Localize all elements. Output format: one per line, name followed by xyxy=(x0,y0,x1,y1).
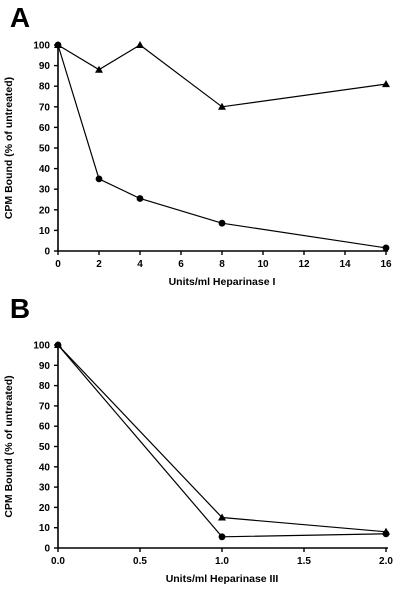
panel-a: A 0 10 20 30 40 50 60 70 80 90 100 0 2 4 6 8 10 12 14 16 Unit… xyxy=(3,2,392,288)
triangle-marker xyxy=(136,41,144,48)
y-tick-label: 30 xyxy=(39,185,51,196)
y-tick-label: 20 xyxy=(39,503,51,514)
x-tick-label: 14 xyxy=(339,259,351,270)
y-tick-label: 20 xyxy=(39,205,51,216)
circle-marker xyxy=(218,533,226,541)
x-tick-label: 2.0 xyxy=(379,556,393,567)
y-tick-label: 60 xyxy=(39,422,51,433)
series-line-circle xyxy=(57,44,387,249)
triangle-marker xyxy=(218,513,226,521)
x-tick-label: 0.5 xyxy=(133,556,147,567)
x-tick-label: 0.0 xyxy=(51,556,65,567)
series-line-triangle xyxy=(57,44,387,108)
x-tick-label: 16 xyxy=(380,259,392,270)
circle-marker xyxy=(218,219,226,227)
triangle-marker xyxy=(95,65,103,73)
y-tick-label: 100 xyxy=(33,41,50,52)
y-tick-label: 70 xyxy=(39,401,51,412)
circle-marker xyxy=(382,530,390,538)
y-tick-label: 80 xyxy=(39,381,51,392)
panel-letter: B xyxy=(10,293,30,324)
x-tick-label: 6 xyxy=(178,259,184,270)
y-tick-label: 60 xyxy=(39,123,51,134)
panel-b: B 0 10 20 30 40 50 60 70 80 90 100 0.0 0.5 1.0 1.5 2.0 Un… xyxy=(3,293,393,585)
y-tick-label: 90 xyxy=(39,61,51,72)
series-line-triangle xyxy=(57,344,387,533)
y-tick-label: 40 xyxy=(39,462,51,473)
circle-marker xyxy=(54,41,62,49)
triangle-marker xyxy=(218,102,226,110)
series-line-circle xyxy=(57,344,387,538)
x-tick-label: 8 xyxy=(219,259,225,270)
y-tick-label: 50 xyxy=(39,442,51,453)
y-tick-label: 10 xyxy=(39,523,51,534)
x-tick-label: 1.0 xyxy=(215,556,229,567)
y-tick-label: 50 xyxy=(39,144,51,155)
x-tick-label: 0 xyxy=(55,259,61,270)
y-tick-label: 40 xyxy=(39,164,51,175)
x-tick-label: 4 xyxy=(137,259,143,270)
x-tick-label: 12 xyxy=(298,259,310,270)
y-tick-label: 80 xyxy=(39,82,51,93)
triangle-marker xyxy=(382,80,390,88)
x-tick-label: 10 xyxy=(257,259,269,270)
x-tick-label: 2 xyxy=(96,259,102,270)
y-tick-label: 10 xyxy=(39,226,51,237)
circle-marker xyxy=(382,244,390,252)
x-axis-title: Units/ml Heparinase III xyxy=(166,573,279,585)
circle-marker xyxy=(54,341,62,349)
circle-marker xyxy=(95,175,103,183)
y-axis-title: CPM Bound (% of untreated) xyxy=(3,375,15,517)
y-tick-label: 0 xyxy=(44,247,50,258)
x-tick-label: 1.5 xyxy=(297,556,311,567)
y-tick-label: 70 xyxy=(39,102,51,113)
x-axis-title: Units/ml Heparinase I xyxy=(169,276,276,288)
y-tick-label: 100 xyxy=(33,341,50,352)
circle-marker xyxy=(136,195,144,202)
y-axis-title: CPM Bound (% of untreated) xyxy=(3,77,15,219)
y-tick-label: 0 xyxy=(44,544,50,555)
y-tick-label: 30 xyxy=(39,483,51,494)
panel-letter: A xyxy=(10,2,30,33)
y-tick-label: 90 xyxy=(39,361,51,372)
